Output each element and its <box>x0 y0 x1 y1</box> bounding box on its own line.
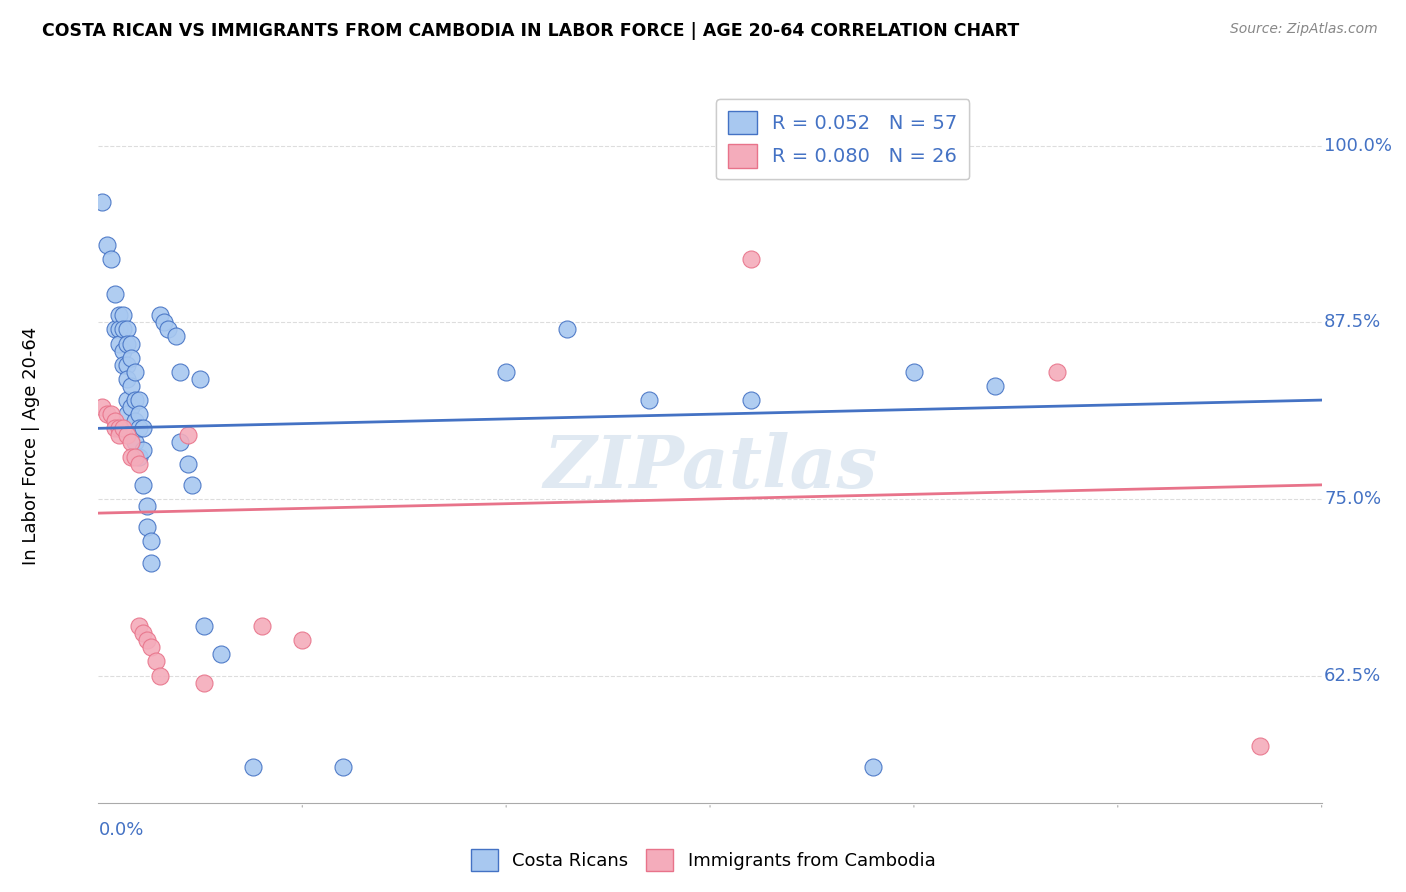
Point <box>124 393 146 408</box>
Point <box>111 343 134 358</box>
Point <box>132 421 155 435</box>
Point <box>115 372 138 386</box>
Point <box>91 400 114 414</box>
Text: COSTA RICAN VS IMMIGRANTS FROM CAMBODIA IN LABOR FORCE | AGE 20-64 CORRELATION C: COSTA RICAN VS IMMIGRANTS FROM CAMBODIA … <box>42 22 1019 40</box>
Point <box>124 450 146 464</box>
Legend: Costa Ricans, Immigrants from Cambodia: Costa Ricans, Immigrants from Cambodia <box>464 842 942 879</box>
Point <box>152 315 174 329</box>
Point <box>193 619 215 633</box>
Point <box>165 329 187 343</box>
Point <box>115 322 138 336</box>
Point <box>96 237 118 252</box>
Point <box>115 336 138 351</box>
Point <box>108 336 131 351</box>
Text: Source: ZipAtlas.com: Source: ZipAtlas.com <box>1230 22 1378 37</box>
Text: 100.0%: 100.0% <box>1324 136 1392 154</box>
Point <box>91 195 114 210</box>
Point <box>120 351 142 365</box>
Point <box>108 322 131 336</box>
Point <box>555 322 579 336</box>
Text: 87.5%: 87.5% <box>1324 313 1381 331</box>
Point <box>149 668 172 682</box>
Point <box>120 336 142 351</box>
Point <box>104 287 127 301</box>
Point <box>188 372 212 386</box>
Point <box>128 450 150 464</box>
Point <box>141 534 163 549</box>
Point <box>209 648 232 662</box>
Point <box>115 407 138 421</box>
Text: ZIPatlas: ZIPatlas <box>543 432 877 503</box>
Point <box>108 308 131 322</box>
Text: 0.0%: 0.0% <box>98 821 143 838</box>
Point <box>115 428 138 442</box>
Point <box>291 633 314 648</box>
Point <box>124 414 146 428</box>
Point <box>115 393 138 408</box>
Point <box>637 393 661 408</box>
Point <box>193 675 215 690</box>
Point <box>128 421 150 435</box>
Point <box>100 407 122 421</box>
Point <box>96 407 118 421</box>
Point <box>120 379 142 393</box>
Point <box>104 322 127 336</box>
Point <box>104 421 127 435</box>
Point <box>132 478 155 492</box>
Point <box>177 457 200 471</box>
Point <box>136 499 159 513</box>
Point <box>104 414 127 428</box>
Point <box>124 365 146 379</box>
Point <box>141 640 163 655</box>
Point <box>124 435 146 450</box>
Point <box>740 393 762 408</box>
Point <box>136 633 159 648</box>
Point <box>332 760 354 774</box>
Point <box>156 322 179 336</box>
Point <box>108 421 131 435</box>
Point <box>250 619 273 633</box>
Point <box>177 428 200 442</box>
Point <box>132 626 155 640</box>
Point <box>145 655 167 669</box>
Point <box>111 358 134 372</box>
Point <box>903 365 925 379</box>
Point <box>120 435 142 450</box>
Point <box>862 760 884 774</box>
Point <box>1045 365 1069 379</box>
Point <box>100 252 122 266</box>
Text: In Labor Force | Age 20-64: In Labor Force | Age 20-64 <box>22 326 41 566</box>
Point <box>128 457 150 471</box>
Point <box>111 308 134 322</box>
Point <box>242 760 264 774</box>
Point <box>141 556 163 570</box>
Point <box>111 421 134 435</box>
Point <box>128 619 150 633</box>
Text: 75.0%: 75.0% <box>1324 490 1381 508</box>
Point <box>495 365 517 379</box>
Legend: R = 0.052   N = 57, R = 0.080   N = 26: R = 0.052 N = 57, R = 0.080 N = 26 <box>716 99 969 179</box>
Point <box>128 393 150 408</box>
Point <box>136 520 159 534</box>
Point <box>181 478 204 492</box>
Point <box>1249 739 1271 754</box>
Point <box>128 407 150 421</box>
Point <box>111 322 134 336</box>
Point <box>108 428 131 442</box>
Point <box>984 379 1007 393</box>
Point <box>120 450 142 464</box>
Point <box>149 308 172 322</box>
Point <box>120 400 142 414</box>
Point <box>169 435 191 450</box>
Point <box>132 442 155 457</box>
Text: 62.5%: 62.5% <box>1324 666 1381 685</box>
Point <box>169 365 191 379</box>
Point <box>740 252 762 266</box>
Point <box>115 358 138 372</box>
